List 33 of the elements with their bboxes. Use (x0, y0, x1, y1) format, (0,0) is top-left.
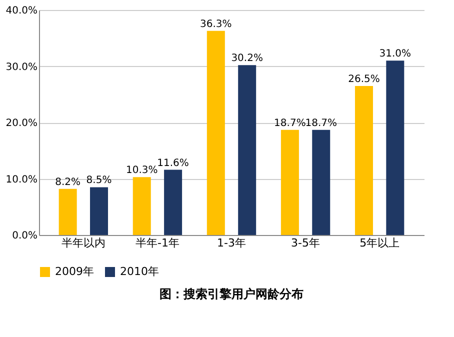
bar (206, 30, 225, 235)
x-tick-label: 5年以上 (360, 236, 400, 250)
x-tick-label: 1-3年 (217, 236, 246, 250)
data-label: 10.3% (126, 165, 158, 176)
data-label: 31.0% (379, 48, 412, 60)
bar (354, 86, 373, 235)
bar (90, 187, 108, 235)
data-label: 18.7% (274, 118, 306, 129)
bar (132, 177, 151, 235)
x-tick-label: 3-5年 (291, 236, 320, 250)
data-label: 30.2% (231, 53, 263, 64)
y-tick-label: 10.0% (6, 174, 38, 186)
bar (238, 65, 256, 235)
x-tick-label: 半年-1年 (135, 236, 180, 250)
y-tick-label: 0.0% (12, 230, 38, 242)
data-label: 26.5% (348, 74, 380, 85)
bar (280, 130, 299, 235)
data-label: 18.7% (305, 118, 338, 129)
bar (312, 130, 330, 235)
x-tick-label: 半年以内 (61, 236, 106, 250)
bar (58, 188, 77, 235)
legend-label: 2009年 (55, 265, 94, 278)
text: 图：搜索引擎用户网龄分布 (160, 287, 304, 301)
y-tick-label: 40.0% (6, 6, 38, 16)
bar (164, 170, 182, 235)
y-tick-label: 30.0% (6, 62, 38, 73)
data-label: 36.3% (200, 18, 232, 30)
bar (386, 60, 404, 235)
data-label: 11.6% (157, 158, 189, 169)
data-label: 8.5% (86, 175, 112, 186)
y-tick-label: 20.0% (6, 118, 38, 129)
data-label: 8.2% (55, 176, 81, 188)
legend-label: 2010年 (120, 265, 159, 278)
